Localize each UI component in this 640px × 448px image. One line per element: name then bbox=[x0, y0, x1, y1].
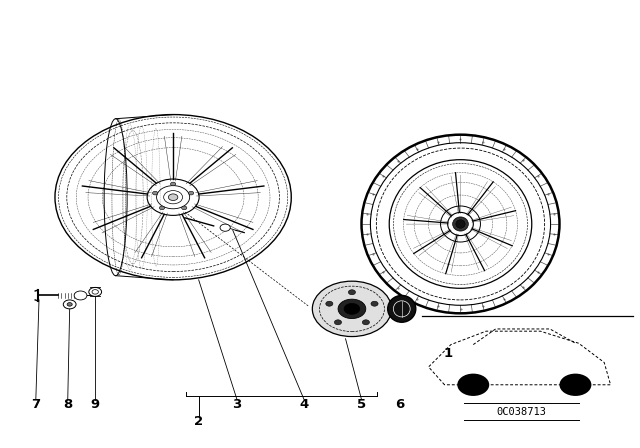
Text: 4: 4 bbox=[300, 398, 308, 411]
Text: 3: 3 bbox=[232, 398, 242, 411]
Ellipse shape bbox=[388, 296, 416, 322]
Ellipse shape bbox=[220, 224, 230, 231]
Ellipse shape bbox=[326, 301, 333, 306]
Text: 5: 5 bbox=[357, 398, 366, 411]
Text: 2: 2 bbox=[194, 415, 204, 428]
Ellipse shape bbox=[559, 374, 591, 396]
Ellipse shape bbox=[89, 288, 102, 296]
Ellipse shape bbox=[67, 302, 72, 306]
Ellipse shape bbox=[458, 374, 489, 396]
Text: 0C038713: 0C038713 bbox=[496, 407, 546, 417]
Text: 7: 7 bbox=[31, 398, 40, 411]
Text: 8: 8 bbox=[63, 398, 72, 411]
Ellipse shape bbox=[362, 320, 369, 325]
Text: 6: 6 bbox=[396, 398, 404, 411]
Ellipse shape bbox=[335, 320, 342, 325]
Text: 9: 9 bbox=[91, 398, 100, 411]
Ellipse shape bbox=[348, 290, 355, 295]
Ellipse shape bbox=[182, 206, 187, 210]
Ellipse shape bbox=[344, 303, 360, 314]
Text: 1: 1 bbox=[443, 347, 452, 360]
Ellipse shape bbox=[371, 301, 378, 306]
Ellipse shape bbox=[92, 290, 99, 294]
Ellipse shape bbox=[63, 300, 76, 309]
Ellipse shape bbox=[74, 291, 87, 300]
Ellipse shape bbox=[168, 194, 178, 201]
Ellipse shape bbox=[452, 217, 468, 231]
Ellipse shape bbox=[159, 206, 164, 210]
Ellipse shape bbox=[170, 182, 176, 186]
Ellipse shape bbox=[338, 299, 366, 319]
Ellipse shape bbox=[152, 191, 157, 195]
Ellipse shape bbox=[456, 220, 465, 228]
Ellipse shape bbox=[312, 281, 392, 336]
Ellipse shape bbox=[189, 191, 194, 195]
